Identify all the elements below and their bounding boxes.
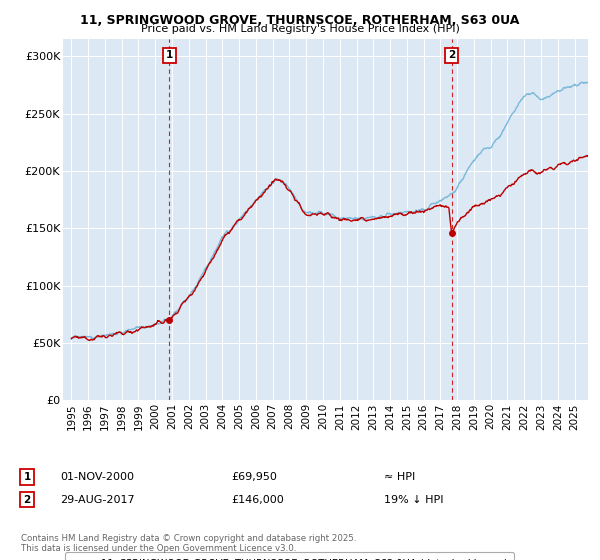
Text: 01-NOV-2000: 01-NOV-2000 bbox=[60, 472, 134, 482]
Text: 2: 2 bbox=[448, 50, 455, 60]
Text: 11, SPRINGWOOD GROVE, THURNSCOE, ROTHERHAM, S63 0UA: 11, SPRINGWOOD GROVE, THURNSCOE, ROTHERH… bbox=[80, 14, 520, 27]
Legend: 11, SPRINGWOOD GROVE, THURNSCOE, ROTHERHAM, S63 0UA (detached house), HPI: Avera: 11, SPRINGWOOD GROVE, THURNSCOE, ROTHERH… bbox=[65, 552, 514, 560]
Text: Price paid vs. HM Land Registry's House Price Index (HPI): Price paid vs. HM Land Registry's House … bbox=[140, 24, 460, 34]
Text: 29-AUG-2017: 29-AUG-2017 bbox=[60, 494, 134, 505]
Text: £146,000: £146,000 bbox=[231, 494, 284, 505]
Text: 2: 2 bbox=[23, 494, 31, 505]
Text: 1: 1 bbox=[23, 472, 31, 482]
Text: ≈ HPI: ≈ HPI bbox=[384, 472, 415, 482]
Text: 19% ↓ HPI: 19% ↓ HPI bbox=[384, 494, 443, 505]
Text: Contains HM Land Registry data © Crown copyright and database right 2025.
This d: Contains HM Land Registry data © Crown c… bbox=[21, 534, 356, 553]
Text: 1: 1 bbox=[166, 50, 173, 60]
Text: £69,950: £69,950 bbox=[231, 472, 277, 482]
